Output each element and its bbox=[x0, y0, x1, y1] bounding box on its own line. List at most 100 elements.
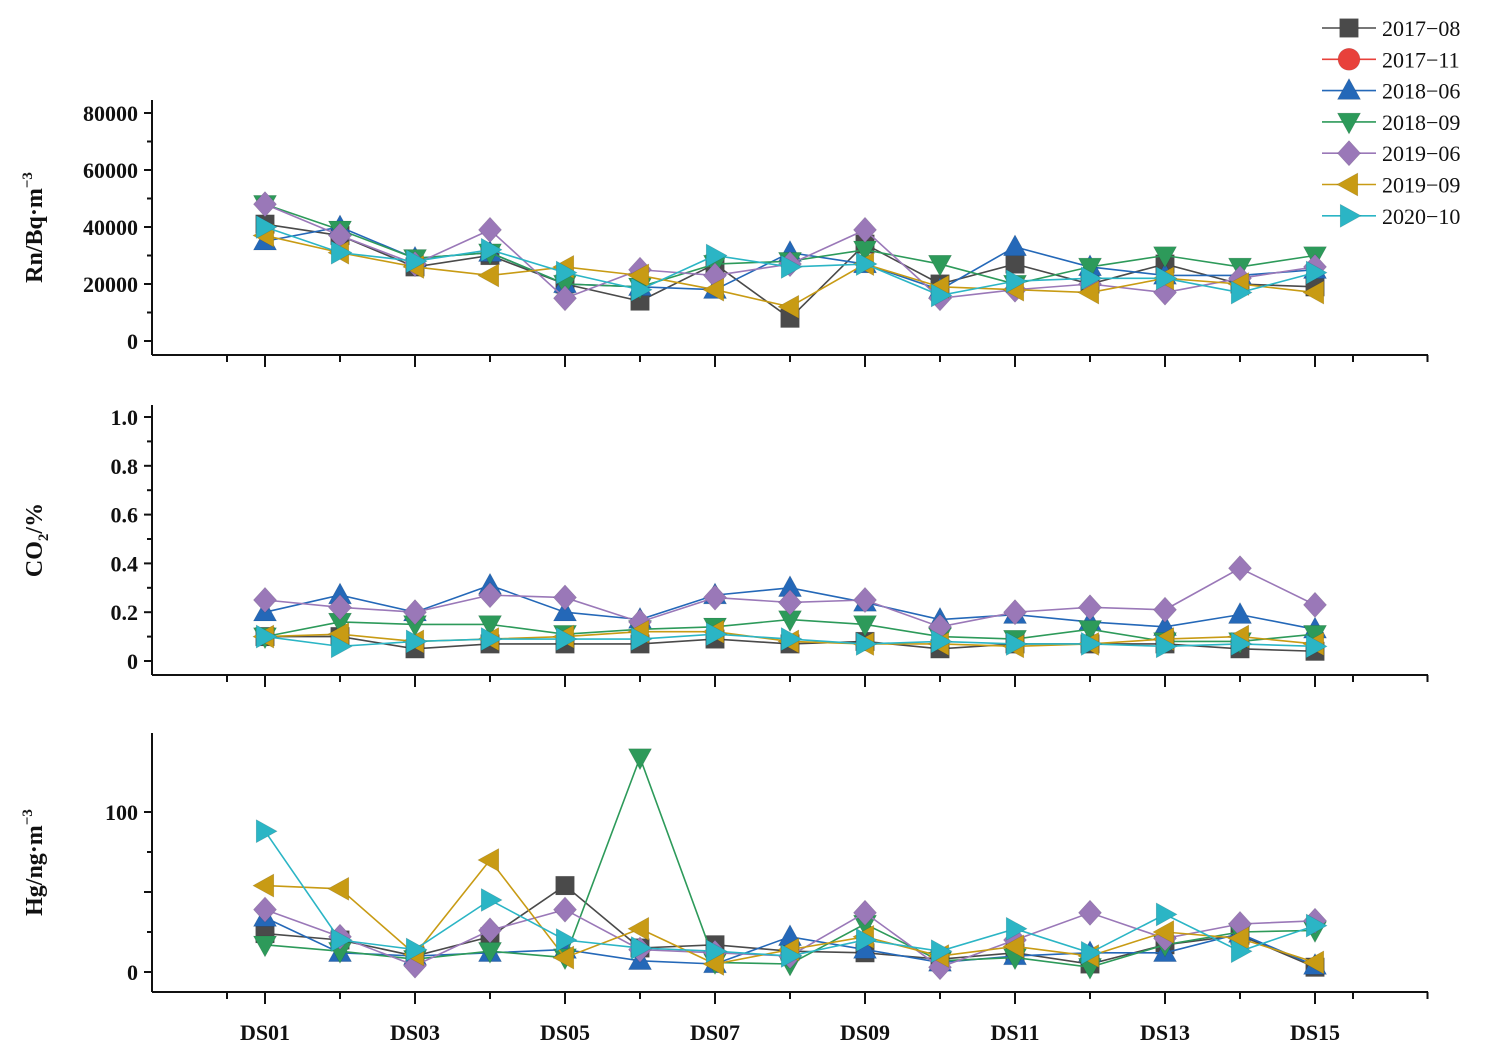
data-point bbox=[930, 939, 953, 964]
data-point bbox=[478, 216, 502, 243]
data-point bbox=[853, 586, 877, 614]
data-point bbox=[627, 263, 650, 288]
data-point bbox=[780, 254, 803, 279]
data-point bbox=[778, 589, 802, 616]
data-point bbox=[553, 896, 577, 923]
legend-label: 2019−06 bbox=[1382, 141, 1460, 166]
legend-label: 2020−10 bbox=[1382, 204, 1460, 229]
legend-marker bbox=[1339, 18, 1359, 38]
legend-entry: 2017−11 bbox=[1322, 47, 1460, 72]
data-point bbox=[330, 927, 353, 953]
data-point bbox=[853, 216, 877, 243]
data-point bbox=[855, 631, 878, 656]
data-point bbox=[780, 626, 803, 652]
y-axis-title: Rn/Bq·m−3 bbox=[20, 172, 48, 283]
data-point bbox=[1002, 934, 1025, 959]
y-tick-label: 0.6 bbox=[111, 503, 139, 528]
legend-entry: 2018−09 bbox=[1322, 110, 1460, 135]
legend-marker bbox=[1336, 77, 1362, 100]
data-point bbox=[405, 249, 428, 274]
data-point bbox=[853, 899, 877, 926]
legend-marker bbox=[1337, 47, 1361, 71]
data-point bbox=[705, 939, 728, 964]
x-tick-label: DS05 bbox=[540, 1020, 590, 1045]
data-point bbox=[1230, 939, 1253, 964]
data-point bbox=[480, 887, 503, 913]
data-point bbox=[403, 599, 427, 626]
data-point bbox=[627, 748, 653, 771]
y-tick-label: 20000 bbox=[83, 272, 138, 297]
data-point bbox=[328, 594, 352, 621]
data-point bbox=[855, 251, 878, 277]
x-tick-labels: DS01 DS03 DS05 DS07 DS09 DS11 DS13 DS15 bbox=[240, 1020, 1340, 1045]
data-point bbox=[405, 937, 428, 962]
data-point bbox=[1152, 919, 1175, 945]
y-tick-label: 80000 bbox=[83, 101, 138, 126]
data-point bbox=[552, 945, 575, 970]
data-point bbox=[1155, 634, 1178, 659]
x-tick-label: DS09 bbox=[840, 1020, 890, 1045]
data-point bbox=[1228, 555, 1252, 582]
data-point bbox=[555, 875, 575, 896]
data-point bbox=[252, 935, 278, 958]
legend-marker bbox=[1336, 112, 1362, 135]
data-point bbox=[477, 847, 500, 873]
x-tick-label: DS03 bbox=[390, 1020, 440, 1045]
data-point bbox=[1005, 269, 1028, 294]
data-point bbox=[253, 896, 277, 923]
legend-entry: 2020−10 bbox=[1322, 203, 1460, 229]
x-tick-label: DS15 bbox=[1290, 1020, 1340, 1045]
y-tick-label: 0 bbox=[127, 649, 138, 674]
legend-entry: 2017−08 bbox=[1322, 16, 1460, 41]
legend: 2017−08 2017−11 2018−06 2018−09 2019−06 2019−… bbox=[1322, 16, 1460, 229]
x-tick-label: DS01 bbox=[240, 1020, 290, 1045]
y-axis-title: Hg/ng·m−3 bbox=[20, 809, 48, 916]
y-tick-label: 0.2 bbox=[111, 600, 139, 625]
data-point bbox=[252, 873, 275, 898]
data-point bbox=[927, 254, 953, 277]
data-point bbox=[255, 819, 278, 844]
legend-entry: 2018−06 bbox=[1322, 77, 1460, 104]
data-point bbox=[630, 935, 653, 961]
legend-marker bbox=[1336, 172, 1359, 197]
data-point bbox=[1077, 620, 1103, 643]
data-point bbox=[630, 277, 653, 302]
data-point bbox=[930, 283, 953, 308]
data-point bbox=[555, 927, 578, 953]
data-point bbox=[477, 615, 503, 638]
data-point bbox=[1080, 266, 1103, 291]
y-tick-label: 0.8 bbox=[111, 454, 139, 479]
y-axis-title: CO2/% bbox=[22, 503, 52, 577]
data-point bbox=[1302, 280, 1325, 305]
legend-marker bbox=[1337, 140, 1361, 167]
legend-label: 2018−09 bbox=[1382, 110, 1460, 135]
series-2020−10 bbox=[255, 622, 1328, 659]
data-point bbox=[1078, 594, 1102, 621]
data-point bbox=[1002, 234, 1028, 257]
data-point bbox=[478, 582, 502, 609]
data-point bbox=[255, 624, 278, 649]
data-point bbox=[253, 191, 277, 218]
data-point bbox=[553, 584, 577, 611]
data-point bbox=[930, 629, 953, 654]
data-point bbox=[777, 294, 800, 319]
data-point bbox=[855, 927, 878, 953]
data-point bbox=[1005, 631, 1028, 656]
data-point bbox=[552, 599, 578, 622]
data-point bbox=[1080, 940, 1103, 965]
data-point bbox=[702, 277, 725, 302]
data-point bbox=[1305, 634, 1328, 659]
data-point bbox=[852, 615, 878, 638]
data-point bbox=[480, 237, 503, 262]
legend-label: 2019−09 bbox=[1382, 173, 1460, 198]
x-tick-label: DS11 bbox=[991, 1020, 1040, 1045]
data-point bbox=[1153, 596, 1177, 623]
data-point bbox=[1155, 902, 1178, 927]
data-point bbox=[478, 917, 502, 944]
data-point bbox=[327, 876, 350, 901]
data-point bbox=[627, 916, 650, 941]
data-point bbox=[630, 626, 653, 652]
data-point bbox=[1302, 950, 1325, 975]
data-point bbox=[1230, 631, 1253, 656]
data-point bbox=[1230, 280, 1253, 305]
